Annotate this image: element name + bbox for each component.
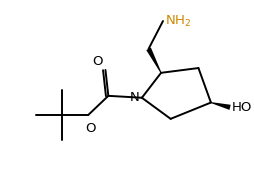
Polygon shape [211,102,231,110]
Text: O: O [85,122,95,135]
Text: HO: HO [232,101,252,114]
Text: O: O [92,55,103,68]
Text: NH$_2$: NH$_2$ [165,13,191,29]
Text: N: N [130,91,140,104]
Polygon shape [146,48,162,73]
